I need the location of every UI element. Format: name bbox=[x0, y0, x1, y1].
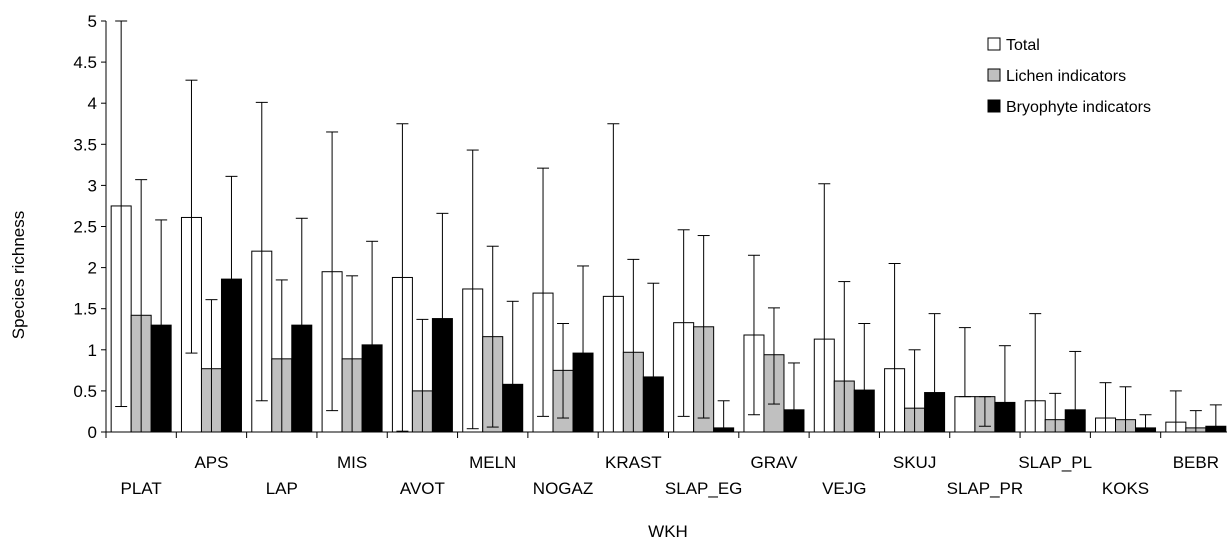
y-tick-label: 2 bbox=[88, 259, 97, 278]
legend-label-bryophyte: Bryophyte indicators bbox=[1006, 99, 1151, 116]
x-tick-label: LAP bbox=[266, 479, 298, 498]
x-tick-label: SLAP_PL bbox=[1018, 453, 1092, 472]
legend-label-total: Total bbox=[1006, 37, 1040, 54]
y-axis: 0 0.5 1 1.5 2 2.5 3 3.5 4 4.5 5 bbox=[73, 12, 107, 442]
y-tick-label: 4 bbox=[88, 94, 97, 113]
x-tick-label: MIS bbox=[337, 453, 367, 472]
x-tick-label: AVOT bbox=[400, 479, 445, 498]
y-tick-label: 4.5 bbox=[73, 53, 97, 72]
y-axis-title: Species richness bbox=[9, 211, 28, 340]
x-axis-title: WKH bbox=[648, 522, 688, 541]
y-tick-label: 1 bbox=[88, 341, 97, 360]
x-tick-label: VEJG bbox=[822, 479, 866, 498]
y-tick-label: 1.5 bbox=[73, 300, 97, 319]
x-tick-label: KRAST bbox=[605, 453, 662, 472]
x-tick-label: PLAT bbox=[121, 479, 162, 498]
legend-swatch-total bbox=[987, 37, 1001, 51]
x-tick-label: GRAV bbox=[751, 453, 799, 472]
bar bbox=[954, 396, 976, 433]
legend: Total Lichen indicators Bryophyte indica… bbox=[987, 37, 1151, 116]
x-tick-label: KOKS bbox=[1102, 479, 1149, 498]
y-tick-label: 0 bbox=[88, 423, 97, 442]
x-tick-label: SLAP_EG bbox=[665, 479, 743, 498]
x-tick-label: MELN bbox=[469, 453, 516, 472]
x-tick-label: SLAP_PR bbox=[947, 479, 1024, 498]
y-tick-label: 3 bbox=[88, 176, 97, 195]
y-tick-label: 0.5 bbox=[73, 382, 97, 401]
error-bars bbox=[115, 20, 1222, 432]
legend-swatch-bryophyte bbox=[987, 99, 1001, 113]
legend-swatch-lichen bbox=[987, 68, 1001, 82]
x-tick-label: BEBR bbox=[1173, 453, 1219, 472]
y-tick-label: 3.5 bbox=[73, 135, 97, 154]
x-tick-label: SKUJ bbox=[893, 453, 936, 472]
y-tick-label: 2.5 bbox=[73, 218, 97, 237]
legend-label-lichen: Lichen indicators bbox=[1006, 68, 1126, 85]
bars bbox=[110, 205, 1227, 433]
y-tick-label: 5 bbox=[88, 12, 97, 31]
x-tick-label: NOGAZ bbox=[533, 479, 593, 498]
x-tick-label: APS bbox=[194, 453, 228, 472]
